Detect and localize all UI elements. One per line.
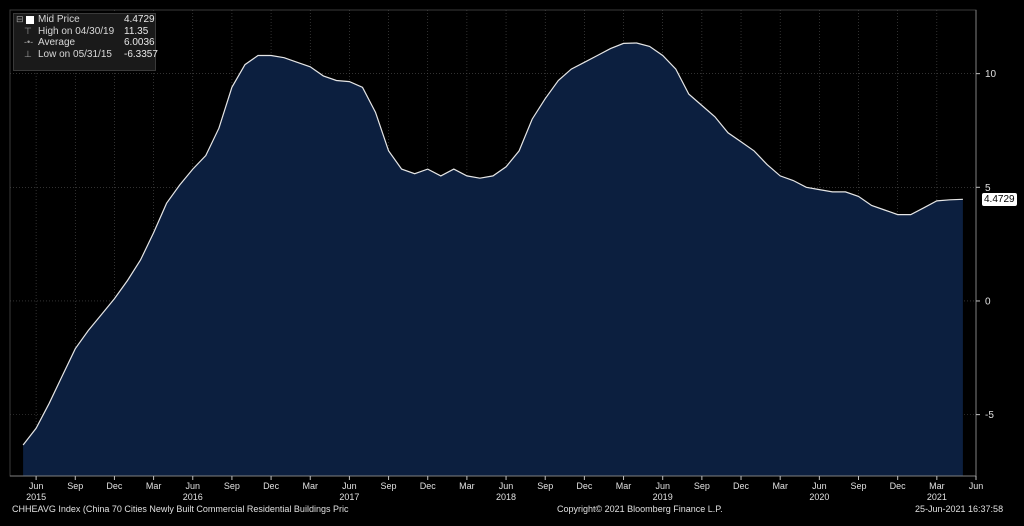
series-swatch-icon — [26, 16, 34, 24]
x-tick-label: Dec — [576, 481, 593, 491]
area-layer — [22, 42, 963, 476]
x-tick-label: Mar — [929, 481, 945, 491]
x-year-label: 2015 — [26, 492, 46, 502]
x-tick-label: Jun — [655, 481, 670, 491]
x-tick-label: Sep — [694, 481, 710, 491]
x-year-label: 2021 — [927, 492, 947, 502]
legend-value: 11.35 — [124, 25, 149, 37]
legend-label: High on 04/30/19 — [38, 25, 115, 37]
x-tick-label: Mar — [616, 481, 632, 491]
x-tick-label: Mar — [146, 481, 162, 491]
x-year-label: 2018 — [496, 492, 516, 502]
legend-label: Low on 05/31/15 — [38, 48, 112, 60]
legend-value: 6.0036 — [124, 37, 155, 48]
x-tick-label: Mar — [459, 481, 475, 491]
legend-row-low[interactable]: ⊥ Low on 05/31/15 -6.3357 — [14, 48, 158, 61]
high-marker-icon: ⊤ — [24, 25, 32, 36]
legend-value: -6.3357 — [124, 48, 158, 60]
x-year-label: 2019 — [653, 492, 673, 502]
x-tick-label: Sep — [67, 481, 83, 491]
x-tick-label: Dec — [733, 481, 750, 491]
y-tick-label: 10 — [985, 69, 997, 80]
x-tick-label: Dec — [420, 481, 437, 491]
legend-row-high[interactable]: ⊤ High on 04/30/19 11.35 — [14, 26, 155, 38]
x-tick-label: Sep — [851, 481, 867, 491]
x-tick-label: Jun — [342, 481, 357, 491]
x-tick-label: Jun — [812, 481, 827, 491]
x-tick-label: Dec — [106, 481, 123, 491]
x-tick-label: Jun — [185, 481, 200, 491]
x-tick-label: Dec — [263, 481, 280, 491]
x-tick-label: Jun — [499, 481, 514, 491]
last-value-label: 4.4729 — [982, 193, 1017, 206]
x-tick-label: Dec — [890, 481, 907, 491]
x-tick-label: Sep — [381, 481, 397, 491]
x-year-label: 2016 — [183, 492, 203, 502]
y-tick-label: 0 — [985, 296, 991, 307]
legend-value: 4.4729 — [124, 14, 155, 25]
x-tick-label: Jun — [29, 481, 44, 491]
legend-row-average[interactable]: -•- Average 6.0036 — [14, 37, 155, 49]
security-description: CHHEAVG Index (China 70 Cities Newly Bui… — [12, 504, 349, 514]
collapse-icon[interactable]: ⊟ — [16, 14, 24, 24]
x-year-label: 2017 — [339, 492, 359, 502]
legend-label: Average — [38, 37, 76, 48]
y-tick-label: 5 — [985, 183, 991, 194]
x-tick-label: Sep — [537, 481, 553, 491]
x-year-label: 2020 — [809, 492, 829, 502]
y-tick-label: -5 — [985, 410, 994, 421]
copyright-notice: Copyright© 2021 Bloomberg Finance L.P. — [557, 504, 723, 514]
x-tick-label: Mar — [302, 481, 318, 491]
legend-label: Mid Price — [38, 14, 80, 25]
series-line — [22, 42, 963, 446]
series-area — [23, 43, 963, 476]
x-tick-label: Jun — [969, 481, 984, 491]
x-tick-label: Mar — [772, 481, 788, 491]
chart-legend: ⊟ Mid Price 4.4729 ⊤ High on 04/30/19 11… — [13, 13, 158, 71]
timestamp: 25-Jun-2021 16:37:58 — [915, 504, 1004, 514]
low-marker-icon: ⊥ — [24, 48, 32, 59]
average-marker-icon: -•- — [24, 37, 34, 47]
x-tick-label: Sep — [224, 481, 240, 491]
legend-row-mid-price[interactable]: ⊟ Mid Price 4.4729 — [14, 14, 155, 26]
